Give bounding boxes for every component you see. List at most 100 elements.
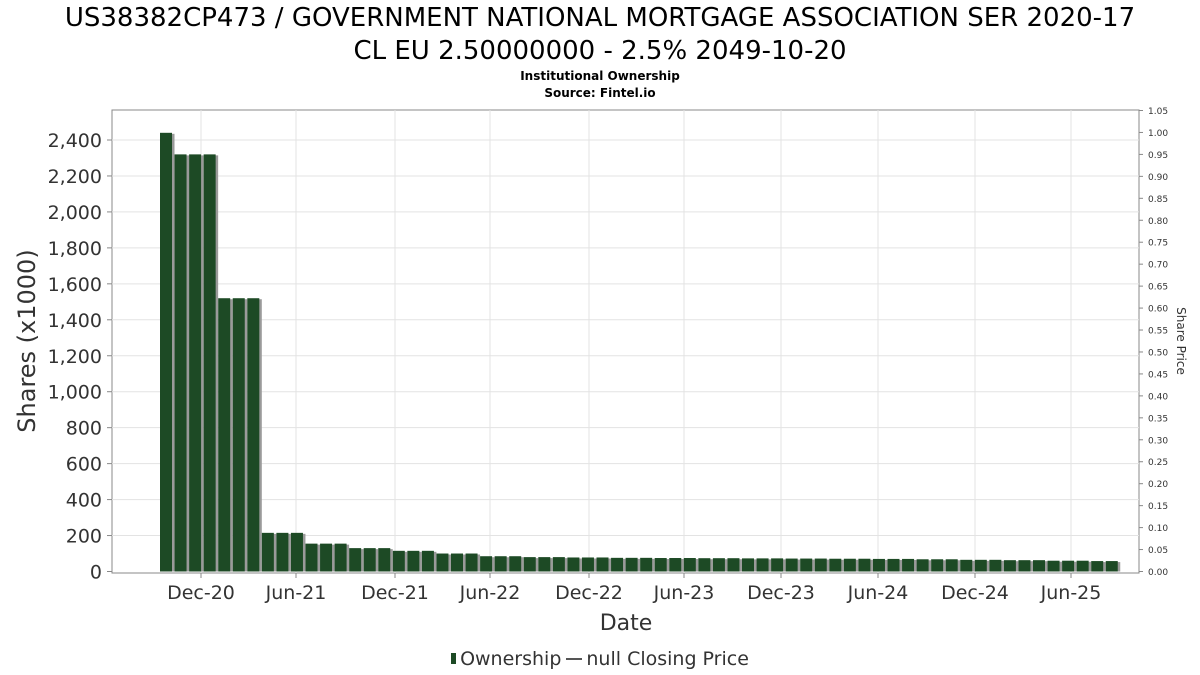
ownership-bar: [625, 557, 638, 572]
x-tick-label: Dec-23: [747, 582, 815, 604]
ownership-bar: [974, 559, 987, 572]
y-tick-label: 2,200: [48, 166, 102, 188]
ownership-bar: [480, 556, 493, 572]
y2-tick-label: 0.15: [1148, 502, 1168, 512]
ownership-bar: [320, 543, 333, 572]
ownership-bar: [1062, 560, 1075, 572]
ownership-bar: [174, 154, 187, 572]
ownership-bar: [378, 548, 391, 572]
x-tick-label: Jun-23: [653, 582, 715, 604]
y2-tick-label: 1.05: [1148, 107, 1168, 117]
y2-tick-label: 0.75: [1148, 239, 1168, 249]
ownership-bar: [829, 558, 842, 572]
y2-tick-label: 0.35: [1148, 414, 1168, 424]
ownership-bar: [494, 556, 507, 572]
y-tick-label: 200: [66, 526, 102, 548]
ownership-bar: [523, 557, 536, 572]
ownership-bar: [349, 548, 362, 572]
x-tick-label: Dec-20: [167, 582, 235, 604]
y2-tick-label: 0.65: [1148, 283, 1168, 293]
ownership-bar: [392, 550, 405, 572]
ownership-bar: [669, 558, 682, 572]
y2-axis-title: Share Price: [1174, 307, 1188, 375]
chart-title-line1: US38382CP473 / GOVERNMENT NATIONAL MORTG…: [64, 3, 1136, 33]
ownership-bar: [931, 559, 944, 572]
ownership-bar: [509, 556, 522, 572]
x-tick-label: Jun-24: [847, 582, 909, 604]
ownership-bar: [814, 558, 827, 572]
ownership-bar: [611, 557, 624, 572]
ownership-bar: [785, 558, 798, 572]
ownership-bar: [683, 558, 696, 572]
legend: Ownership null Closing Price: [0, 647, 1200, 670]
y-tick-label: 0: [90, 562, 102, 584]
y-tick-label: 2,400: [48, 130, 102, 152]
ownership-bar: [421, 550, 434, 572]
ownership-bar: [436, 553, 449, 572]
y-tick-label: 2,000: [48, 202, 102, 224]
ownership-bar: [596, 557, 609, 572]
y-tick-label: 1,000: [48, 382, 102, 404]
ownership-bar: [305, 543, 318, 572]
plot-area: [111, 109, 1140, 574]
ownership-bar: [465, 553, 478, 572]
y-tick-label: 1,600: [48, 274, 102, 296]
y2-tick-label: 0.40: [1148, 392, 1168, 402]
x-axis-title: Date: [600, 611, 653, 636]
y2-tick-label: 0.25: [1148, 458, 1168, 468]
ownership-bar: [960, 559, 973, 572]
x-tick-label: Jun-22: [459, 582, 521, 604]
ownership-bar: [916, 559, 929, 572]
ownership-bar: [218, 298, 231, 572]
ownership-bar: [902, 558, 915, 572]
x-tick-label: Dec-22: [555, 582, 623, 604]
y2-tick-label: 0.90: [1148, 173, 1168, 183]
ownership-bar: [581, 557, 594, 572]
y2-tick-label: 0.45: [1148, 370, 1168, 380]
ownership-bar: [858, 558, 871, 572]
ownership-bar: [654, 558, 667, 572]
ownership-bar: [843, 558, 856, 572]
y2-tick-label: 0.30: [1148, 436, 1168, 446]
y2-tick-label: 0.60: [1148, 305, 1168, 315]
ownership-bar: [712, 558, 725, 572]
ownership-bar: [756, 558, 769, 572]
ownership-bar: [771, 558, 784, 572]
ownership-bar: [1047, 560, 1060, 572]
y2-tick-label: 1.00: [1148, 129, 1168, 139]
legend-price-label: null Closing Price: [586, 647, 749, 670]
ownership-bar: [538, 557, 551, 572]
ownership-bar: [232, 298, 245, 572]
ownership-bar: [727, 558, 740, 572]
legend-ownership-label: Ownership: [460, 647, 562, 670]
ownership-bar: [640, 557, 653, 572]
x-tick-label: Dec-21: [361, 582, 429, 604]
ownership-bar: [203, 154, 216, 572]
y2-tick-label: 0.85: [1148, 195, 1168, 205]
ownership-bar: [261, 532, 274, 572]
ownership-bar: [1076, 560, 1089, 572]
chart-source: Source: Fintel.io: [544, 86, 656, 100]
y-axis-title: Shares (x1000): [13, 249, 41, 432]
y2-tick-label: 0.50: [1148, 348, 1168, 358]
ownership-bar: [276, 532, 289, 572]
ownership-bar: [945, 559, 958, 572]
y2-tick-label: 0.55: [1148, 327, 1168, 337]
ownership-bar: [290, 532, 303, 572]
y2-tick-label: 0.00: [1148, 568, 1168, 578]
ownership-bar: [1018, 560, 1031, 572]
ownership-bar: [407, 550, 420, 572]
y2-tick-label: 0.20: [1148, 480, 1168, 490]
ownership-bar: [451, 553, 463, 572]
y-tick-label: 400: [66, 490, 102, 512]
ownership-bar: [887, 558, 900, 572]
y2-tick-label: 0.95: [1148, 151, 1168, 161]
y2-tick-label: 0.05: [1148, 546, 1168, 556]
chart-subtitle: Institutional Ownership: [520, 69, 680, 83]
ownership-bar: [552, 557, 565, 572]
y-tick-label: 1,800: [48, 238, 102, 260]
ownership-bar: [1003, 560, 1016, 572]
ownership-bar: [334, 543, 347, 572]
x-tick-label: Jun-25: [1040, 582, 1102, 604]
